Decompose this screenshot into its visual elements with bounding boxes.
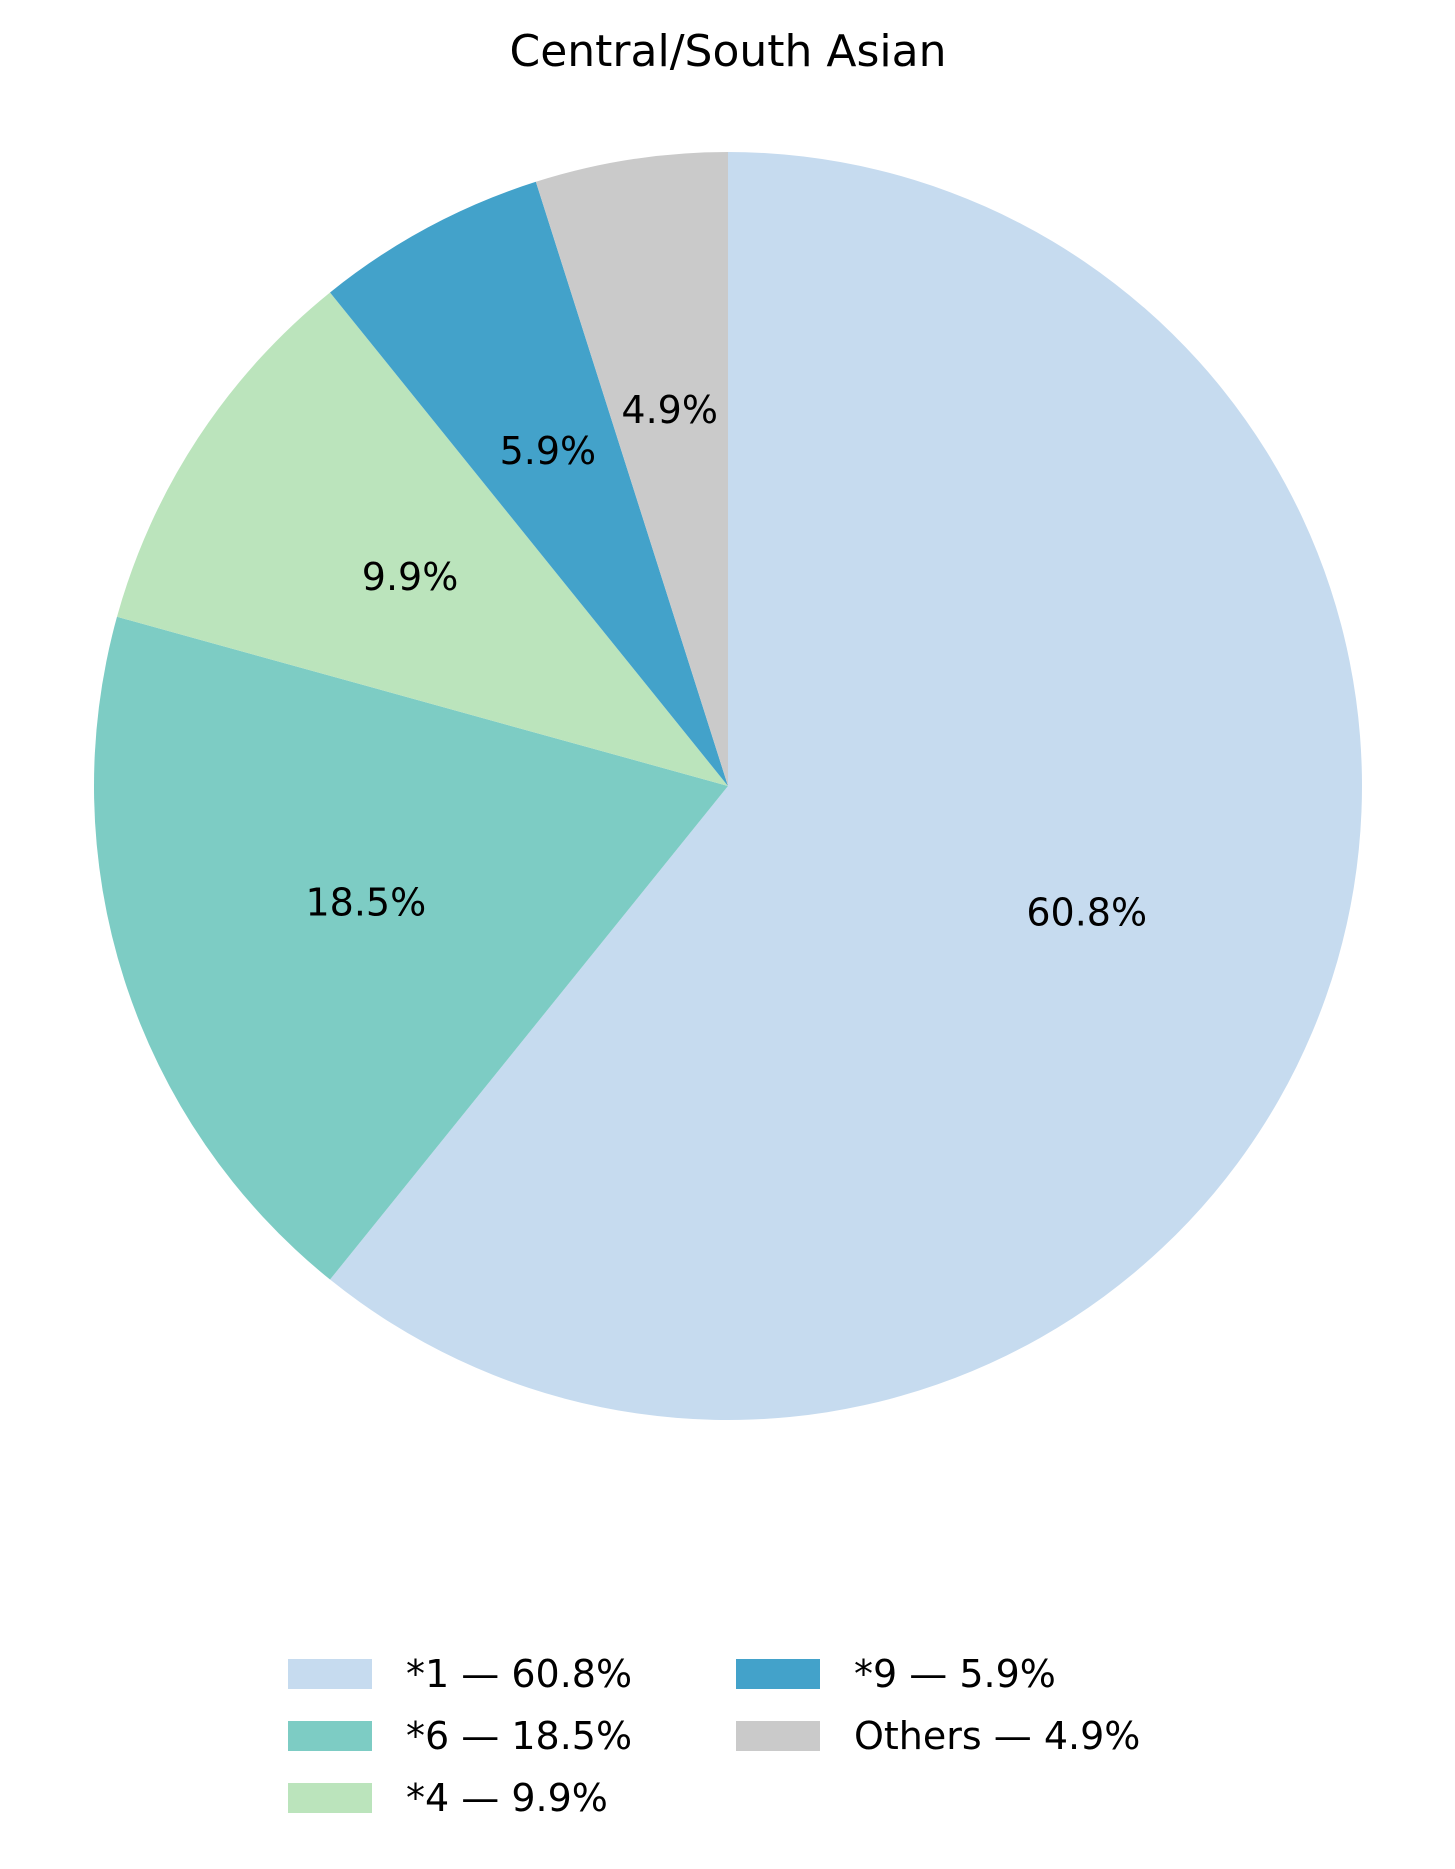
- legend-swatch-others: [736, 1721, 820, 1751]
- pie-slice-6: [93, 616, 728, 1280]
- pie-slice-9: [330, 181, 728, 786]
- slice-label-1: 60.8%: [1026, 891, 1147, 935]
- legend-label-9: *9 — 5.9%: [854, 1652, 1056, 1696]
- legend-label-others: Others — 4.9%: [854, 1714, 1140, 1758]
- legend-swatch-9: [736, 1659, 820, 1689]
- pie-slices: [93, 152, 1362, 1421]
- slice-label-4: 9.9%: [362, 555, 459, 599]
- legend-label-1: *1 — 60.8%: [406, 1652, 632, 1696]
- pie-slice-others: [535, 152, 728, 786]
- legend-label-6: *6 — 18.5%: [406, 1714, 632, 1758]
- legend-label-4: *4 — 9.9%: [406, 1776, 608, 1820]
- slice-labels: 60.8% 18.5% 9.9% 5.9% 4.9%: [305, 388, 1147, 935]
- slice-label-others: 4.9%: [621, 388, 718, 432]
- legend-swatch-4: [288, 1783, 372, 1813]
- slice-label-9: 5.9%: [500, 429, 597, 473]
- pie-slice-4: [117, 292, 728, 786]
- pie-slice-1: [330, 152, 1362, 1421]
- chart-title: Central/South Asian: [510, 26, 947, 77]
- slice-label-6: 18.5%: [305, 880, 426, 924]
- legend-swatch-6: [288, 1721, 372, 1751]
- legend-swatch-1: [288, 1659, 372, 1689]
- legend: *1 — 60.8% *6 — 18.5% *4 — 9.9% *9 — 5.9% Ot…: [288, 1652, 1140, 1820]
